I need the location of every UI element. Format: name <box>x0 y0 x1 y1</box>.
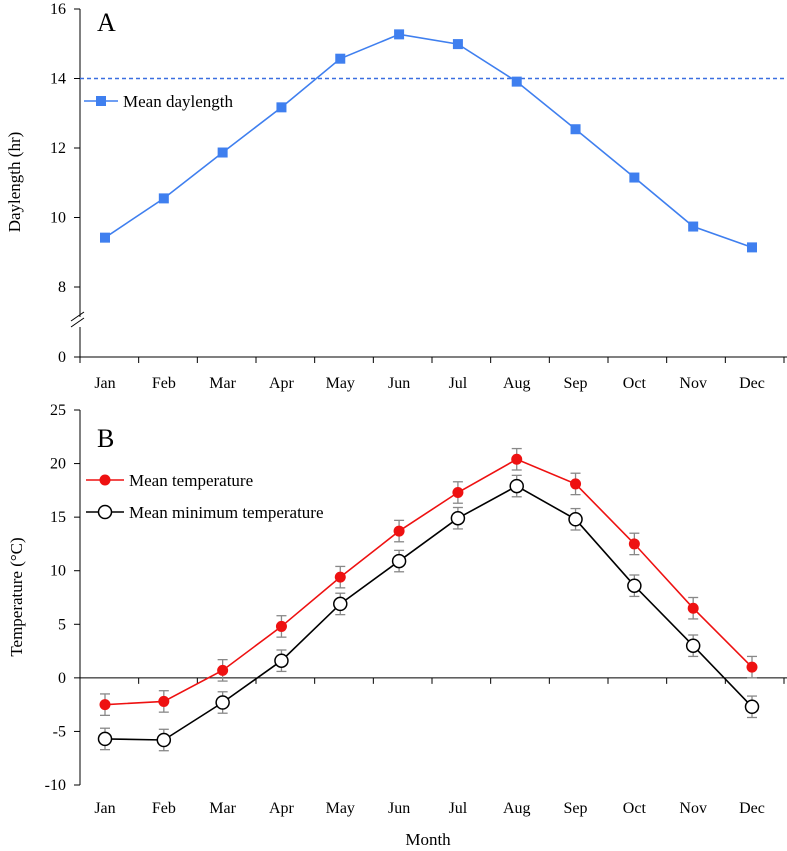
panel-b-mean-temp-point <box>746 661 758 673</box>
panel-b-temperature-chart: B -10 -5 0 5 10 15 20 25 Jan Feb Mar Apr May Jun Jul Au… <box>7 402 787 849</box>
panel-a-data-point <box>629 172 640 183</box>
panel-b-mean-temp-point <box>628 538 640 550</box>
panel-b-min-temp-line <box>104 485 753 741</box>
panel-b-y-tick-label: 25 <box>50 402 66 419</box>
panel-b-mean-temp-point <box>687 602 699 614</box>
panel-b-y-tick-label: 10 <box>50 563 66 580</box>
panel-b-x-axis-title: Month <box>405 830 451 849</box>
panel-a-x-tick-label: Mar <box>209 375 236 392</box>
panel-a-data-point <box>276 102 287 113</box>
panel-b-min-temp-point <box>97 731 113 747</box>
panel-b-min-temp-point <box>744 699 760 715</box>
panel-b-legend: Mean temperature Mean minimum temperature <box>86 471 324 522</box>
panel-a-y-tick-label: 16 <box>50 1 66 18</box>
panel-a-data-point <box>452 39 463 50</box>
panel-b-mean-temp-point <box>275 620 287 632</box>
panel-a-y-axis-title: Daylength (hr) <box>5 132 24 233</box>
panel-b-y-tick-label: 5 <box>58 616 66 633</box>
panel-b-mean-temp-point <box>158 695 170 707</box>
panel-b-x-tick-label: Mar <box>209 800 236 817</box>
panel-b-min-temp-point <box>156 732 172 748</box>
panel-a-data-point <box>747 242 757 253</box>
panel-b-mean-temp-point <box>334 571 346 583</box>
panel-a-x-tick-label: Nov <box>679 375 707 392</box>
panel-b-x-tick-label: Apr <box>269 800 295 817</box>
panel-b-letter: B <box>97 424 114 453</box>
panel-b-min-temp-point <box>685 638 701 653</box>
panel-b-min-temp-point <box>450 510 466 526</box>
panel-a-y-tick-label: 0 <box>58 349 66 366</box>
panel-b-y-tick-label: 0 <box>58 670 66 687</box>
panel-a-x-tick-label: Oct <box>623 375 647 392</box>
panel-b-min-temp-point <box>509 478 524 494</box>
panel-a-legend-label: Mean daylength <box>123 92 233 111</box>
panel-b-mean-temp-point <box>99 699 111 711</box>
panel-a-x-tick-label: Aug <box>503 375 531 392</box>
panel-a-data-point <box>511 76 522 87</box>
panel-a-letter: A <box>97 8 116 37</box>
panel-b-mean-temp-point <box>217 664 229 676</box>
panel-b-x-tick-label: Oct <box>623 800 647 817</box>
panel-a-x-tick-label: Dec <box>739 375 765 392</box>
panel-b-x-tick-label: Dec <box>739 800 765 817</box>
panel-a-data-point <box>217 147 228 158</box>
panel-a-x-tick-label: Jun <box>388 375 410 392</box>
panel-a-data-point <box>335 53 346 64</box>
panel-b-x-tick-label: Sep <box>564 800 588 817</box>
panel-a-axis-break-gap <box>74 317 86 327</box>
panel-a-y-tick-label: 10 <box>50 210 66 227</box>
panel-b-legend-mean-temp-marker <box>99 474 111 486</box>
panel-b-x-tick-label: Jun <box>388 800 410 817</box>
panel-b-mean-temp-line <box>104 458 753 706</box>
panel-b-min-temp-point <box>391 553 407 569</box>
panel-a-data-point <box>570 124 581 135</box>
panel-a-axis-break <box>70 311 86 328</box>
panel-b-min-temp-point <box>568 512 583 527</box>
panel-a-x-tick-label: May <box>326 375 355 392</box>
panel-a-x-tick-label: Apr <box>269 375 295 392</box>
panel-b-y-tick-label: 15 <box>50 509 66 526</box>
panel-a-series-line <box>104 33 753 249</box>
panel-a-y-tick-label: 12 <box>50 140 66 157</box>
panel-a-axis-break-slash <box>70 317 85 328</box>
panel-a-data-point <box>100 232 110 243</box>
panel-b-min-temp-point <box>627 578 642 593</box>
panel-b-min-temp-point <box>215 695 230 710</box>
panel-b-x-tick-label: Aug <box>503 800 531 817</box>
panel-a-y-tick-label: 14 <box>50 71 66 88</box>
panel-b-y-tick-label: -5 <box>53 723 66 740</box>
panel-a-y-tick-label: 8 <box>58 279 66 296</box>
panel-b-y-tick-label: 20 <box>50 456 66 473</box>
panel-b-x-tick-label: Jul <box>449 800 468 817</box>
panel-b-x-tick-label: Feb <box>152 800 176 817</box>
panel-b-x-tick-label: Nov <box>679 800 707 817</box>
panel-b-mean-temp-point <box>393 525 405 537</box>
panel-a-legend-marker <box>96 96 106 106</box>
panel-b-min-temp-point <box>333 596 348 612</box>
panel-a-legend: Mean daylength <box>84 92 233 111</box>
panel-b-legend-min-temp-marker <box>97 504 113 520</box>
panel-b-y-tick-label: -10 <box>45 777 66 794</box>
panel-b-legend-mean-temp-label: Mean temperature <box>129 471 253 490</box>
panel-b-y-axis-title: Temperature (°C) <box>7 537 26 656</box>
panel-a-x-tick-label: Feb <box>152 375 176 392</box>
panel-b-mean-temp-point <box>452 487 464 498</box>
panel-b-legend-min-temp-label: Mean minimum temperature <box>129 503 324 522</box>
panel-a-daylength-chart: A 0 8 10 12 14 16 Jan Feb Mar Apr May Jun Jul Aug Sep O… <box>5 1 787 392</box>
panel-a-axis-break-slash <box>70 311 85 322</box>
panel-a-data-point <box>158 193 169 204</box>
panel-b-mean-temp-point <box>570 478 582 490</box>
panel-b-mean-temp-point <box>511 453 523 465</box>
panel-b-x-tick-label: Jan <box>94 800 115 817</box>
panel-a-data-point <box>394 29 405 40</box>
panel-b-min-temp-point <box>274 653 289 668</box>
panel-a-x-tick-label: Sep <box>564 375 588 392</box>
panel-a-x-tick-label: Jul <box>449 375 468 392</box>
panel-b-x-tick-label: May <box>326 800 355 817</box>
panel-a-data-point <box>688 221 699 232</box>
panel-a-x-tick-label: Jan <box>94 375 115 392</box>
